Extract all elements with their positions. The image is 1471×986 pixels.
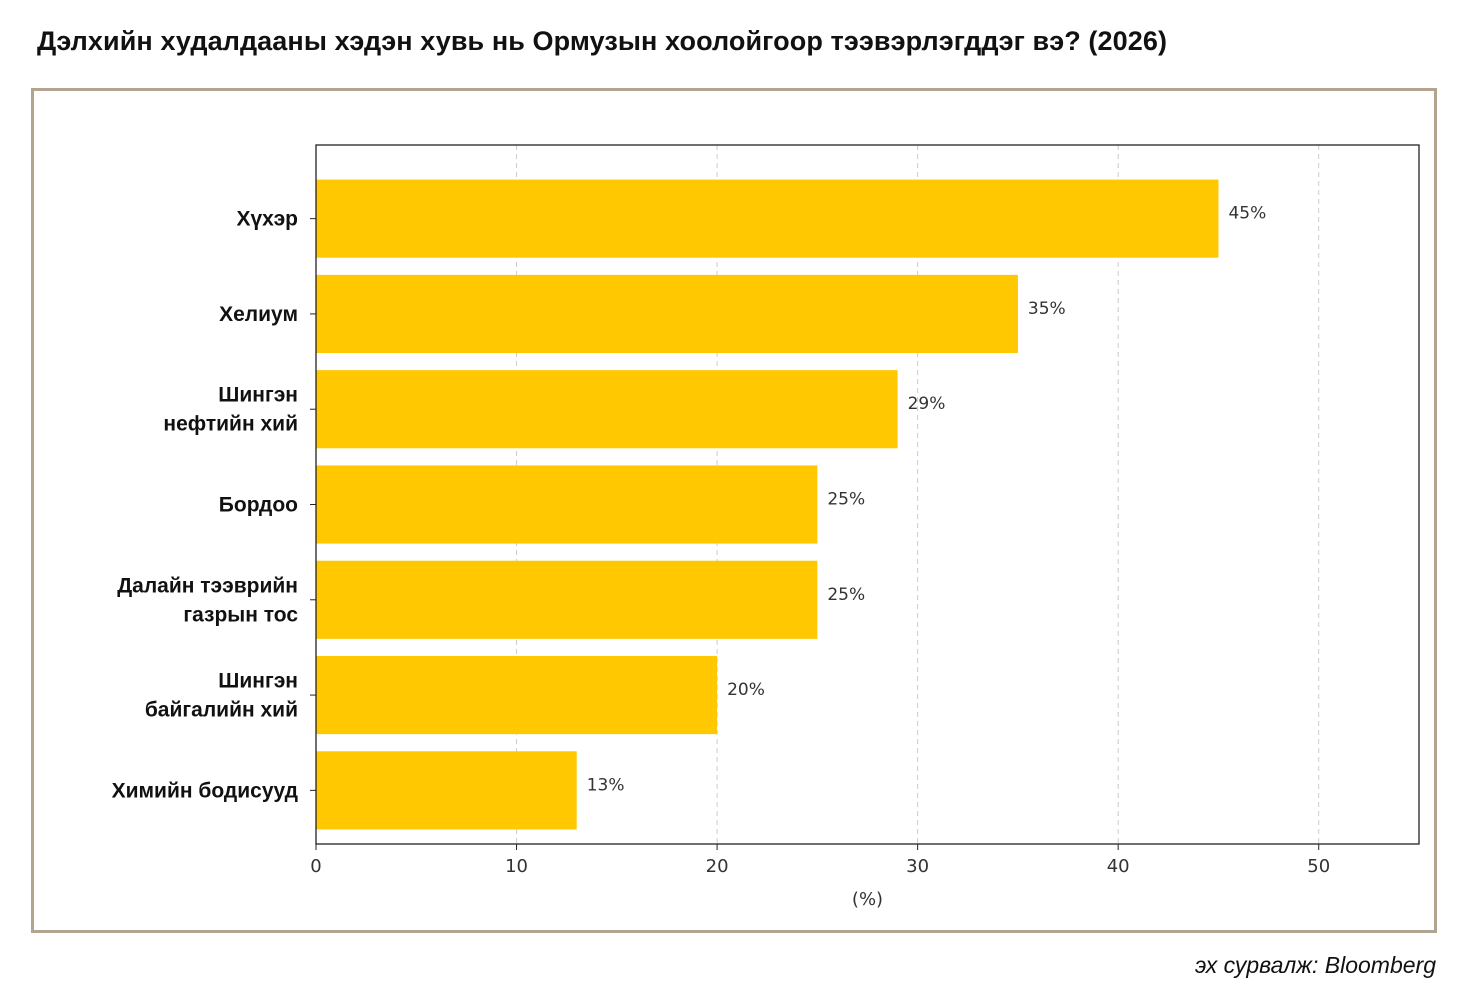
value-label-2: 29%: [908, 394, 946, 414]
bar-1: [316, 274, 1018, 353]
category-label-6: Химийн бодисууд: [112, 779, 298, 802]
bar-0: [316, 179, 1219, 258]
value-label-5: 20%: [727, 680, 765, 700]
category-label-4: Далайн тээврийн газрын тос: [117, 574, 298, 626]
category-label-3: Бордоо: [219, 494, 298, 517]
x-tick-label-20: 20: [706, 856, 729, 877]
bar-6: [316, 751, 577, 830]
x-tick-label-0: 0: [310, 856, 321, 877]
bar-5: [316, 656, 718, 735]
x-tick-label-30: 30: [906, 856, 929, 877]
x-tick-label-10: 10: [505, 856, 528, 877]
x-tick-label-40: 40: [1107, 856, 1130, 877]
chart-frame: Хүхэр 45% Хелиум 35% Шингэн нефтийн хий 29% Бор…: [31, 88, 1437, 933]
plot-border: [315, 144, 1420, 845]
value-label-3: 25%: [827, 490, 865, 510]
bar-chart: Хүхэр 45% Хелиум 35% Шингэн нефтийн хий 29% Бор…: [112, 144, 1420, 910]
category-label-0: Хүхэр: [236, 208, 298, 231]
value-label-6: 13%: [587, 775, 625, 795]
bar-4: [316, 560, 818, 639]
x-tick-label-50: 50: [1307, 856, 1330, 877]
category-label-1: Хелиум: [219, 303, 298, 326]
value-label-0: 45%: [1228, 204, 1266, 224]
bar-3: [316, 465, 818, 544]
chart-title: Дэлхийн худалдааны хэдэн хувь нь Ормузын…: [37, 26, 1168, 56]
value-label-1: 35%: [1028, 299, 1066, 319]
source-note: эх сурвалж: Bloomberg: [1194, 952, 1436, 978]
value-label-4: 25%: [827, 585, 865, 605]
bar-2: [316, 370, 898, 449]
x-axis-label: (%): [852, 889, 883, 910]
category-label-5: Шингэн байгалийн хий: [145, 670, 298, 722]
category-label-2: Шингэн нефтийн хий: [163, 384, 298, 436]
